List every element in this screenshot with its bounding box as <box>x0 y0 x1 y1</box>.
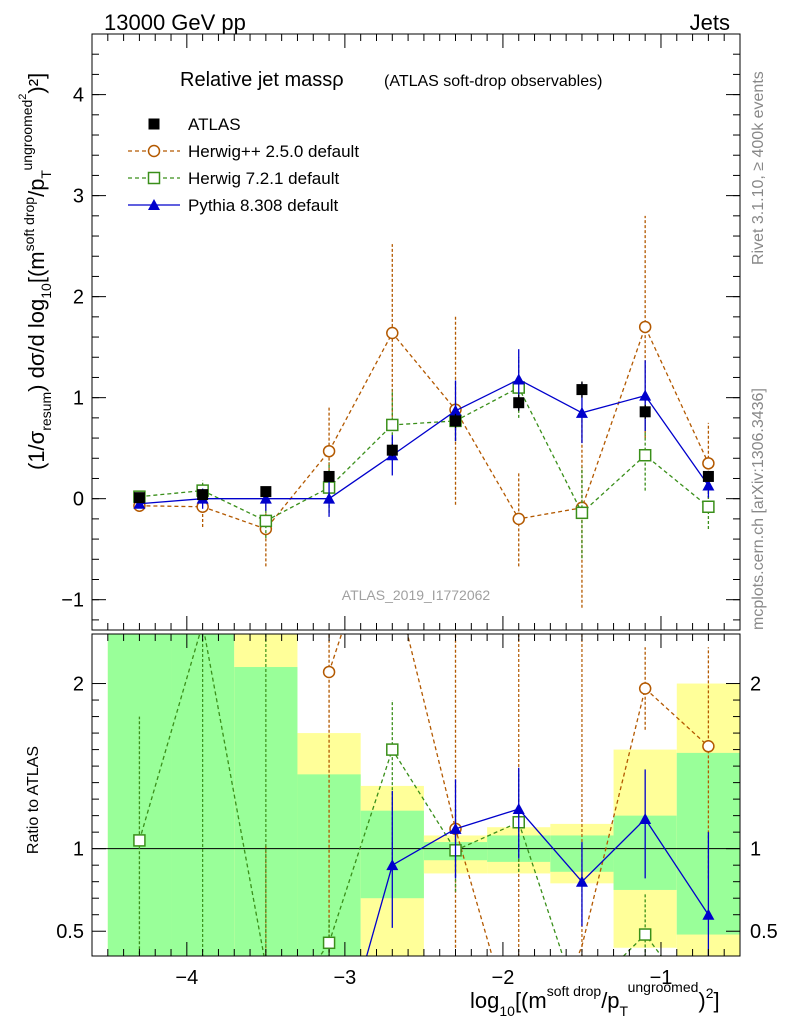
ratio-frame <box>91 633 741 957</box>
ratio-data-point <box>512 803 525 815</box>
data-point <box>133 492 145 504</box>
xtick-label: −1 <box>650 967 673 989</box>
main-ytick-label: 4 <box>73 85 84 107</box>
ratio-data-point <box>386 859 399 871</box>
legend-label: ATLAS <box>188 115 241 134</box>
data-point <box>386 418 399 432</box>
data-point <box>323 470 335 482</box>
main-plot-content <box>133 215 715 608</box>
ratio-data-point <box>702 740 715 753</box>
data-point <box>322 444 336 458</box>
main-panel: ATLAS_2019_I1772062 Relative jet massρ (… <box>17 33 741 631</box>
ratio-ytick-label-right: 0.5 <box>750 921 778 943</box>
main-ytick-label: 2 <box>73 287 84 309</box>
ratio-axes: 0.5 0.5 1 1 2 2 −4 −3 −2 −1 <box>56 634 778 989</box>
data-point <box>259 514 273 528</box>
data-point <box>702 470 714 482</box>
data-point <box>638 320 652 334</box>
ratio-data-point <box>133 834 146 847</box>
legend-marker <box>147 144 161 158</box>
side-rivet-text: Rivet 3.1.10, ≥ 400k events <box>750 71 767 265</box>
legend-label: Pythia 8.308 default <box>188 196 339 215</box>
data-point <box>575 506 589 520</box>
legend: ATLAS Herwig++ 2.5.0 default Herwig 7.2.1 … <box>128 115 359 215</box>
data-point <box>259 492 272 504</box>
ratio-plot-content <box>92 634 740 956</box>
data-point <box>639 389 652 401</box>
data-point <box>450 415 462 427</box>
ratio-ylabel: Ratio to ATLAS <box>25 746 42 854</box>
series-line <box>139 378 709 505</box>
xtick-label: −4 <box>175 967 198 989</box>
data-point <box>386 444 398 456</box>
data-point <box>323 492 336 504</box>
ratio-data-point <box>702 908 715 920</box>
main-ytick-label: 1 <box>73 388 84 410</box>
ratio-ytick-label-right: 1 <box>750 839 761 861</box>
data-point <box>512 373 525 385</box>
header-right: Jets <box>690 10 730 35</box>
ratio-panel: 0.5 0.5 1 1 2 2 −4 −3 −2 −1 Ratio to ATLAS log10[… <box>25 633 778 1019</box>
main-ytick-label: −1 <box>61 590 84 612</box>
ratio-data-point <box>322 936 336 950</box>
data-point <box>513 397 525 409</box>
main-ytick-label: 3 <box>73 186 84 208</box>
series-0 <box>133 381 714 504</box>
ratio-data-point <box>449 822 462 834</box>
ratio-data-point <box>638 928 652 941</box>
header-left: 13000 GeV pp <box>104 10 246 35</box>
svg-text:(1/σresum) dσ/d log10[(msoft d: (1/σresum) dσ/d log10[(msoft drop/pTungr… <box>17 73 54 470</box>
legend-marker <box>148 199 160 210</box>
data-point <box>702 500 715 514</box>
data-point <box>702 457 715 470</box>
data-point <box>576 384 588 396</box>
ratio-data-point <box>322 665 336 679</box>
data-point <box>449 404 462 416</box>
data-point <box>575 406 588 418</box>
xtick-label: −3 <box>333 967 356 989</box>
series-line <box>139 386 709 522</box>
ratio-ytick-label: 0.5 <box>56 921 84 943</box>
data-point <box>512 512 525 526</box>
ratio-ytick-label-right: 2 <box>750 674 761 696</box>
legend-label: Herwig 7.2.1 default <box>188 169 339 188</box>
ratio-data-point <box>575 875 588 887</box>
data-point <box>197 489 209 501</box>
ratio-ytick-label: 1 <box>73 839 84 861</box>
series-line <box>139 325 709 530</box>
ratio-data-point <box>638 682 652 695</box>
legend-marker <box>147 171 161 185</box>
data-point <box>133 497 146 509</box>
ratio-data-point <box>639 812 652 824</box>
main-title: Relative jet massρ <box>180 69 344 91</box>
data-point <box>260 486 272 498</box>
xtick-label: −2 <box>492 967 515 989</box>
main-ylabel: (1/σresum) dσ/d log10[(msoft drop/pTungr… <box>17 73 54 470</box>
watermark: ATLAS_2019_I1772062 <box>342 587 491 603</box>
legend-label: Herwig++ 2.5.0 default <box>188 142 359 161</box>
data-point <box>386 326 399 340</box>
x-axis-label: log10[(msoft drop/pTungroomed)2] <box>470 979 720 1019</box>
ratio-series-2 <box>365 767 715 956</box>
legend-marker <box>148 118 160 130</box>
ratio-ytick-label: 2 <box>73 674 84 696</box>
data-point <box>639 406 651 418</box>
side-mcplots-text: mcplots.cern.ch [arXiv:1306.3436] <box>750 388 767 630</box>
series-2 <box>133 357 715 559</box>
series-3 <box>133 349 715 517</box>
main-ytick-label: 0 <box>73 489 84 511</box>
ratio-data-point <box>386 743 399 756</box>
data-point <box>638 448 652 462</box>
main-frame <box>91 33 741 631</box>
series-1 <box>133 215 715 608</box>
data-point <box>702 479 715 491</box>
main-subtitle: (ATLAS soft-drop observables) <box>384 73 602 90</box>
